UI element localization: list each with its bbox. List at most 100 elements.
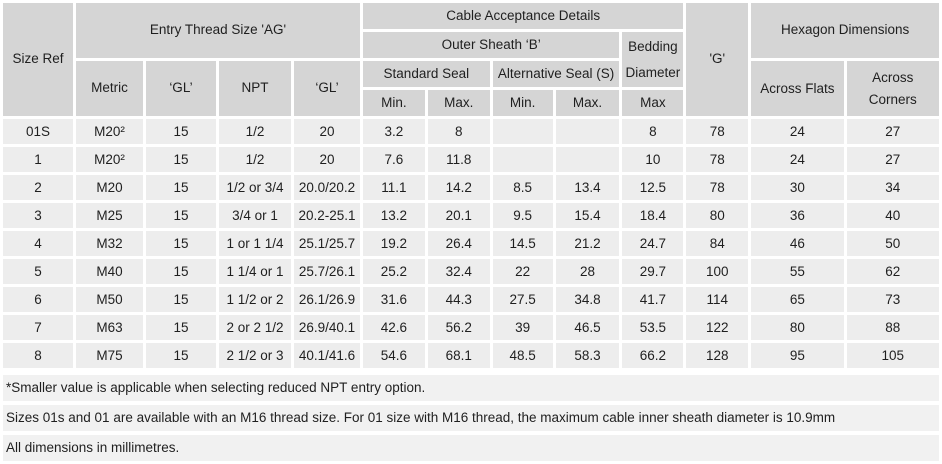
cell-size_ref: 2 bbox=[3, 175, 73, 200]
table-row: 3 M25 15 3/4 or 1 20.2-25.1 13.2 20.1 9.5 15.4 18… bbox=[3, 203, 939, 228]
cell-alt_seal_max: 58.3 bbox=[555, 343, 620, 368]
cell-std_seal_max: 44.3 bbox=[427, 287, 490, 312]
footnote-m16: Sizes 01s and 01 are available with an M… bbox=[3, 405, 939, 431]
cell-npt: 1 1/4 or 1 bbox=[218, 259, 291, 284]
cell-bedding_max: 66.2 bbox=[622, 343, 684, 368]
cell-std_seal_max: 11.8 bbox=[427, 147, 490, 172]
cell-g: 122 bbox=[686, 315, 749, 340]
cell-alt_seal_min: 39 bbox=[492, 315, 553, 340]
cell-across_flats: 24 bbox=[751, 119, 844, 144]
cell-across_corners: 27 bbox=[846, 119, 939, 144]
cell-gl_npt: 26.1/26.9 bbox=[293, 287, 360, 312]
table-header: Size Ref Entry Thread Size 'AG' Cable Ac… bbox=[3, 3, 939, 116]
cell-across_flats: 80 bbox=[751, 315, 844, 340]
cell-alt_seal_max: 15.4 bbox=[555, 203, 620, 228]
cell-alt_seal_min: 48.5 bbox=[492, 343, 553, 368]
cell-g: 100 bbox=[686, 259, 749, 284]
cell-alt_seal_max bbox=[555, 147, 620, 172]
col-header-alt-max: Max. bbox=[555, 90, 620, 116]
cell-g: 78 bbox=[686, 119, 749, 144]
cell-across_flats: 95 bbox=[751, 343, 844, 368]
col-header-gl-npt: ‘GL’ bbox=[293, 61, 360, 116]
cell-std_seal_min: 19.2 bbox=[362, 231, 425, 256]
col-header-hexagon: Hexagon Dimensions bbox=[751, 3, 939, 58]
cell-metric: M20 bbox=[76, 175, 143, 200]
cell-g: 128 bbox=[686, 343, 749, 368]
cell-gl_metric: 15 bbox=[145, 147, 216, 172]
col-header-metric: Metric bbox=[76, 61, 143, 116]
cell-bedding_max: 10 bbox=[622, 147, 684, 172]
cell-npt: 1 1/2 or 2 bbox=[218, 287, 291, 312]
cell-gl_npt: 20 bbox=[293, 147, 360, 172]
cell-npt: 2 1/2 or 3 bbox=[218, 343, 291, 368]
col-header-alt-min: Min. bbox=[492, 90, 553, 116]
cell-alt_seal_min: 8.5 bbox=[492, 175, 553, 200]
cell-alt_seal_min bbox=[492, 147, 553, 172]
cell-npt: 1/2 bbox=[218, 119, 291, 144]
cell-across_flats: 36 bbox=[751, 203, 844, 228]
col-header-outer-sheath: Outer Sheath ‘B’ bbox=[362, 32, 620, 58]
cell-across_corners: 50 bbox=[846, 231, 939, 256]
cell-npt: 2 or 2 1/2 bbox=[218, 315, 291, 340]
cell-metric: M63 bbox=[76, 315, 143, 340]
cell-std_seal_max: 68.1 bbox=[427, 343, 490, 368]
cell-g: 80 bbox=[686, 203, 749, 228]
cell-std_seal_max: 56.2 bbox=[427, 315, 490, 340]
cell-std_seal_max: 32.4 bbox=[427, 259, 490, 284]
cell-gl_npt: 26.9/40.1 bbox=[293, 315, 360, 340]
cell-size_ref: 4 bbox=[3, 231, 73, 256]
cell-npt: 1/2 or 3/4 bbox=[218, 175, 291, 200]
cell-bedding_max: 12.5 bbox=[622, 175, 684, 200]
cell-alt_seal_max: 34.8 bbox=[555, 287, 620, 312]
table-row: 8 M75 15 2 1/2 or 3 40.1/41.6 54.6 68.1 48.5 58.… bbox=[3, 343, 939, 368]
cell-across_corners: 105 bbox=[846, 343, 939, 368]
col-header-bedding-diameter: Bedding Diameter bbox=[622, 32, 684, 87]
cell-across_corners: 73 bbox=[846, 287, 939, 312]
cell-npt: 3/4 or 1 bbox=[218, 203, 291, 228]
table-row: 01S M20² 15 1/2 20 3.2 8 8 78 24 27 bbox=[3, 119, 939, 144]
cell-bedding_max: 8 bbox=[622, 119, 684, 144]
col-header-cable-acceptance: Cable Acceptance Details bbox=[362, 3, 684, 29]
cell-metric: M40 bbox=[76, 259, 143, 284]
cell-size_ref: 5 bbox=[3, 259, 73, 284]
col-header-std-min: Min. bbox=[362, 90, 425, 116]
cell-alt_seal_min: 9.5 bbox=[492, 203, 553, 228]
cell-metric: M50 bbox=[76, 287, 143, 312]
cell-bedding_max: 18.4 bbox=[622, 203, 684, 228]
cell-std_seal_max: 14.2 bbox=[427, 175, 490, 200]
cell-metric: M25 bbox=[76, 203, 143, 228]
cell-gl_metric: 15 bbox=[145, 203, 216, 228]
cable-gland-spec-table: Size Ref Entry Thread Size 'AG' Cable Ac… bbox=[3, 3, 939, 368]
cell-across_corners: 34 bbox=[846, 175, 939, 200]
cell-across_flats: 46 bbox=[751, 231, 844, 256]
cell-size_ref: 7 bbox=[3, 315, 73, 340]
col-header-alternative-seal: Alternative Seal (S) bbox=[492, 61, 620, 87]
cell-across_flats: 24 bbox=[751, 147, 844, 172]
cell-bedding_max: 24.7 bbox=[622, 231, 684, 256]
cell-metric: M20² bbox=[76, 147, 143, 172]
cell-across_flats: 55 bbox=[751, 259, 844, 284]
cell-g: 114 bbox=[686, 287, 749, 312]
cell-gl_metric: 15 bbox=[145, 119, 216, 144]
col-header-npt: NPT bbox=[218, 61, 291, 116]
col-header-bedding-max: Max bbox=[622, 90, 684, 116]
cell-std_seal_min: 3.2 bbox=[362, 119, 425, 144]
cell-alt_seal_min: 27.5 bbox=[492, 287, 553, 312]
footnote-npt: *Smaller value is applicable when select… bbox=[3, 375, 939, 401]
col-header-g: 'G' bbox=[686, 3, 749, 116]
cell-alt_seal_min: 14.5 bbox=[492, 231, 553, 256]
cell-across_corners: 62 bbox=[846, 259, 939, 284]
cell-npt: 1 or 1 1/4 bbox=[218, 231, 291, 256]
table-body: 01S M20² 15 1/2 20 3.2 8 8 78 24 27 1 M20² 15 1/2 20 7.6… bbox=[3, 119, 939, 368]
cell-npt: 1/2 bbox=[218, 147, 291, 172]
table-row: 6 M50 15 1 1/2 or 2 26.1/26.9 31.6 44.3 27.5 34.… bbox=[3, 287, 939, 312]
table-row: 7 M63 15 2 or 2 1/2 26.9/40.1 42.6 56.2 39 46.5 5… bbox=[3, 315, 939, 340]
cell-size_ref: 6 bbox=[3, 287, 73, 312]
cell-alt_seal_max bbox=[555, 119, 620, 144]
table-row: 2 M20 15 1/2 or 3/4 20.0/20.2 11.1 14.2 8.5 13.4… bbox=[3, 175, 939, 200]
cell-bedding_max: 41.7 bbox=[622, 287, 684, 312]
cell-metric: M20² bbox=[76, 119, 143, 144]
cell-std_seal_max: 26.4 bbox=[427, 231, 490, 256]
cell-alt_seal_max: 13.4 bbox=[555, 175, 620, 200]
